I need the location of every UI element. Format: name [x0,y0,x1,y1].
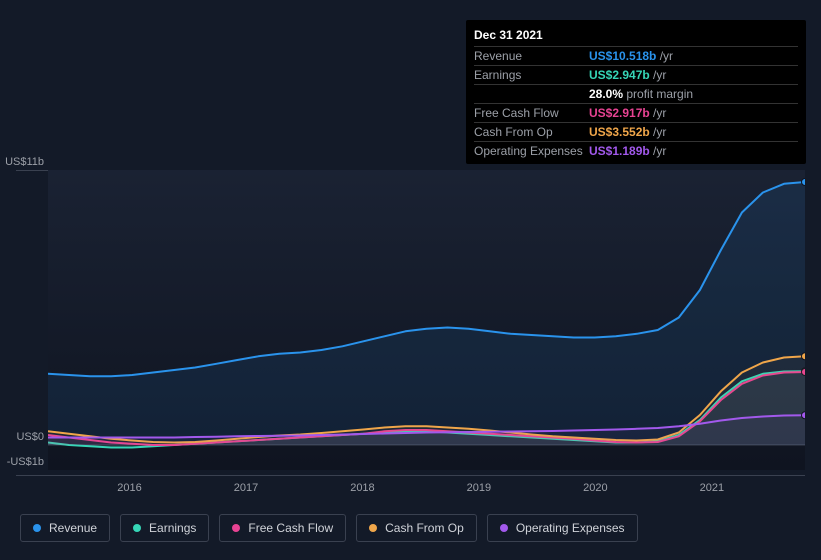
legend-label: Cash From Op [385,521,464,535]
tooltip-suffix: /yr [650,125,667,139]
tooltip-value: 28.0% [589,87,623,101]
legend-item-earnings[interactable]: Earnings [120,514,209,542]
legend-label: Earnings [149,521,196,535]
chart-legend: Revenue Earnings Free Cash Flow Cash From O… [20,514,638,542]
legend-item-cash-from-op[interactable]: Cash From Op [356,514,477,542]
tooltip-suffix: profit margin [623,87,693,101]
legend-item-operating-expenses[interactable]: Operating Expenses [487,514,638,542]
legend-dot-icon [232,524,240,532]
x-axis-tick: 2016 [117,482,141,494]
y-axis-label: US$11b [0,156,44,168]
x-axis-tick: 2017 [234,482,258,494]
axis-line-bottom [16,475,805,476]
legend-label: Revenue [49,521,97,535]
legend-dot-icon [133,524,141,532]
tooltip-value: US$10.518b [589,49,656,63]
x-axis-tick: 2020 [583,482,607,494]
tooltip-label: Free Cash Flow [474,106,589,120]
tooltip-row: Operating ExpensesUS$1.189b /yr [474,142,798,160]
x-axis-tick: 2018 [350,482,374,494]
tooltip-suffix: /yr [650,106,667,120]
legend-item-revenue[interactable]: Revenue [20,514,110,542]
y-axis-label: -US$1b [0,456,44,468]
legend-label: Operating Expenses [516,521,625,535]
x-axis-tick: 2019 [467,482,491,494]
legend-dot-icon [369,524,377,532]
x-axis-ticks: 2016 2017 2018 2019 2020 2021 [48,482,805,502]
tooltip-value: US$2.947b [589,68,650,82]
x-axis-tick: 2021 [700,482,724,494]
legend-dot-icon [500,524,508,532]
tooltip-label: Operating Expenses [474,144,589,158]
tooltip-suffix: /yr [650,144,667,158]
tooltip-suffix: /yr [650,68,667,82]
tooltip-row: Cash From OpUS$3.552b /yr [474,123,798,142]
financials-chart[interactable] [48,170,805,470]
tooltip-value: US$1.189b [589,144,650,158]
y-axis-label: US$0 [0,431,44,443]
tooltip-row: 28.0% profit margin [474,85,798,104]
tooltip-row: Free Cash FlowUS$2.917b /yr [474,104,798,123]
legend-dot-icon [33,524,41,532]
tooltip-label: Revenue [474,49,589,63]
chart-tooltip: Dec 31 2021 RevenueUS$10.518b /yrEarning… [466,20,806,164]
tooltip-label [474,87,589,101]
tooltip-date: Dec 31 2021 [474,26,798,47]
tooltip-suffix: /yr [656,49,673,63]
tooltip-row: EarningsUS$2.947b /yr [474,66,798,85]
legend-label: Free Cash Flow [248,521,333,535]
tooltip-value: US$2.917b [589,106,650,120]
tooltip-value: US$3.552b [589,125,650,139]
tooltip-label: Earnings [474,68,589,82]
legend-item-free-cash-flow[interactable]: Free Cash Flow [219,514,346,542]
tooltip-label: Cash From Op [474,125,589,139]
tooltip-row: RevenueUS$10.518b /yr [474,47,798,66]
